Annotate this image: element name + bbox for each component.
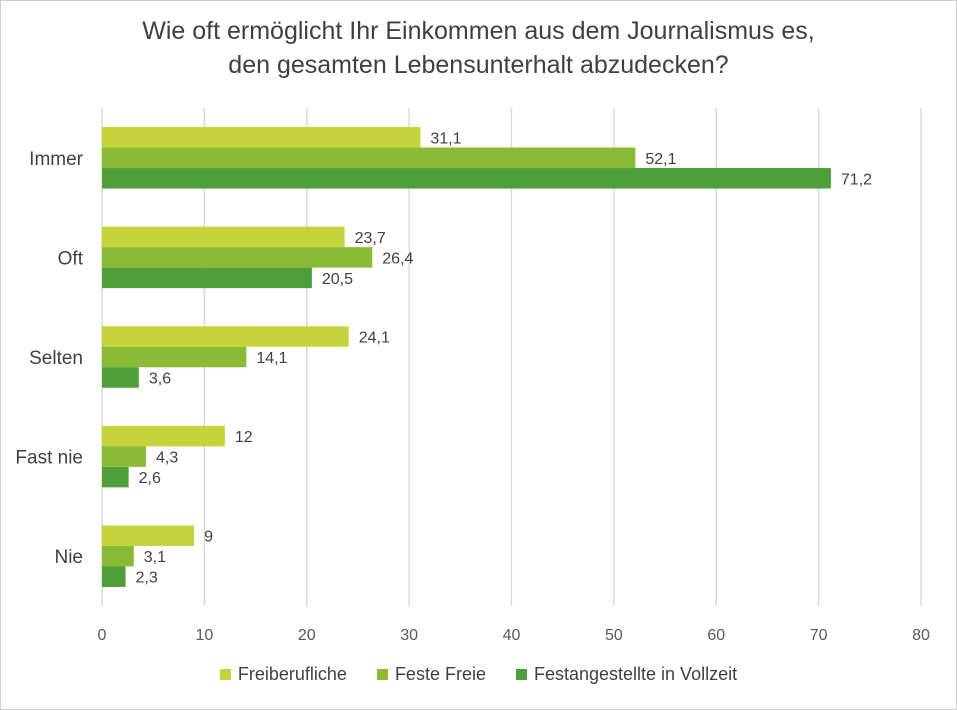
bar-fast-nie-1 <box>102 425 225 447</box>
data-label-immer-3: 71,2 <box>841 171 872 188</box>
data-label-nie-3: 2,3 <box>136 570 158 587</box>
bar-nie-2 <box>102 545 134 567</box>
x-tick-label-80: 80 <box>912 627 930 644</box>
x-tick-label-0: 0 <box>98 627 107 644</box>
bar-immer-2 <box>102 147 636 169</box>
data-label-fast-nie-2: 4,3 <box>156 450 178 467</box>
chart-title-line-1: Wie oft ermöglicht Ihr Einkommen aus dem… <box>142 17 815 45</box>
data-label-selten-1: 24,1 <box>359 330 390 347</box>
chart-title-line-2: den gesamten Lebensunterhalt abzudecken? <box>228 51 729 79</box>
x-tick-label-50: 50 <box>605 627 623 644</box>
data-label-selten-3: 3,6 <box>149 371 171 388</box>
bar-selten-2 <box>102 346 247 368</box>
data-label-selten-2: 14,1 <box>256 350 287 367</box>
bar-oft-1 <box>102 226 345 248</box>
legend-swatch-festangestellte <box>515 669 527 680</box>
data-label-immer-1: 31,1 <box>430 130 461 147</box>
bar-immer-3 <box>102 168 831 189</box>
bar-nie-3 <box>102 566 126 587</box>
x-tick-label-60: 60 <box>707 627 725 644</box>
data-label-nie-1: 9 <box>204 529 213 546</box>
data-label-immer-2: 52,1 <box>645 151 676 168</box>
x-tick-label-20: 20 <box>298 627 316 644</box>
data-label-nie-2: 3,1 <box>144 549 166 566</box>
legend-swatch-freiberufliche <box>219 669 231 680</box>
data-label-fast-nie-3: 2,6 <box>139 470 161 487</box>
legend-label-festangestellte: Festangestellte in Vollzeit <box>533 664 738 684</box>
legend-item-festangestellte: Festangestellte in Vollzeit <box>515 664 738 685</box>
data-label-oft-1: 23,7 <box>355 230 386 247</box>
x-tick-label-70: 70 <box>810 627 828 644</box>
chart-title: Wie oft ermöglicht Ihr Einkommen aus dem… <box>0 14 957 82</box>
bar-fast-nie-2 <box>102 446 147 467</box>
legend-item-freiberufliche: Freiberufliche <box>219 664 347 685</box>
bar-oft-2 <box>102 247 373 268</box>
data-label-fast-nie-1: 12 <box>235 429 253 446</box>
legend-item-feste-freie: Feste Freie <box>376 664 486 685</box>
category-label-nie: Nie <box>54 547 83 568</box>
bar-selten-3 <box>102 367 139 388</box>
legend-label-freiberufliche: Freiberufliche <box>237 664 347 684</box>
category-label-fast-nie: Fast nie <box>15 448 83 469</box>
bar-immer-1 <box>102 127 421 148</box>
data-label-oft-3: 20,5 <box>322 271 353 288</box>
legend-swatch-feste-freie <box>376 669 388 680</box>
legend: Freiberufliche Feste Freie Festangestell… <box>0 664 957 685</box>
x-tick-label-40: 40 <box>503 627 521 644</box>
x-tick-label-10: 10 <box>195 627 213 644</box>
x-tick-label-30: 30 <box>400 627 418 644</box>
bar-fast-nie-3 <box>102 466 129 488</box>
bar-selten-1 <box>102 326 349 347</box>
bar-oft-3 <box>102 267 312 289</box>
legend-label-feste-freie: Feste Freie <box>394 664 486 684</box>
bar-nie-1 <box>102 525 195 546</box>
category-label-oft: Oft <box>58 248 84 269</box>
category-label-immer: Immer <box>29 149 84 170</box>
data-label-oft-2: 26,4 <box>382 250 413 267</box>
category-label-selten: Selten <box>29 348 83 369</box>
